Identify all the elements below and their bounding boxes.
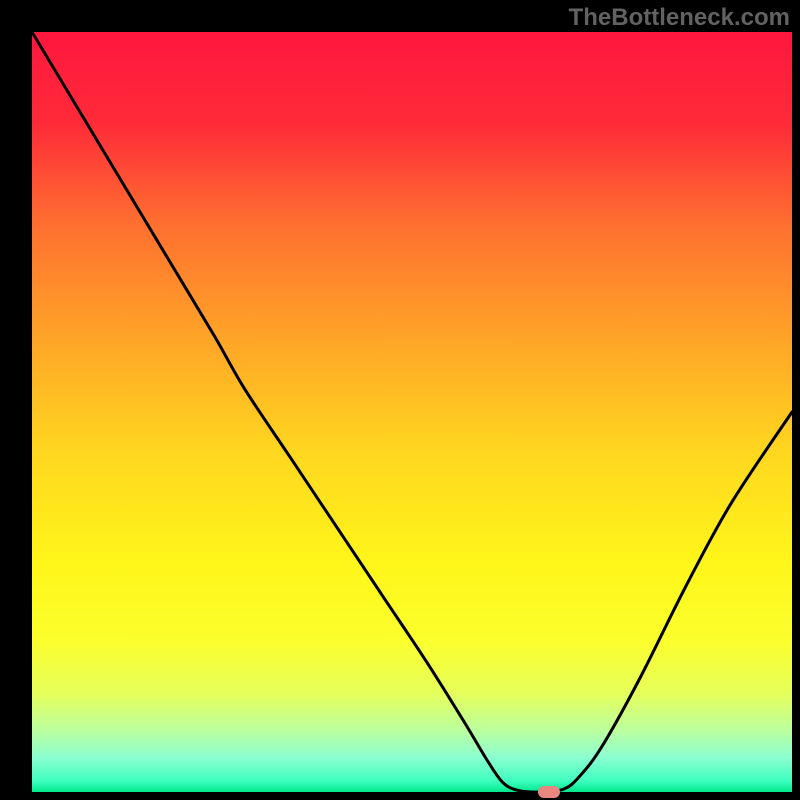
plot-area (30, 30, 790, 790)
attribution-label: TheBottleneck.com (569, 4, 790, 32)
optimal-marker (538, 786, 560, 798)
gradient-background (32, 32, 792, 792)
